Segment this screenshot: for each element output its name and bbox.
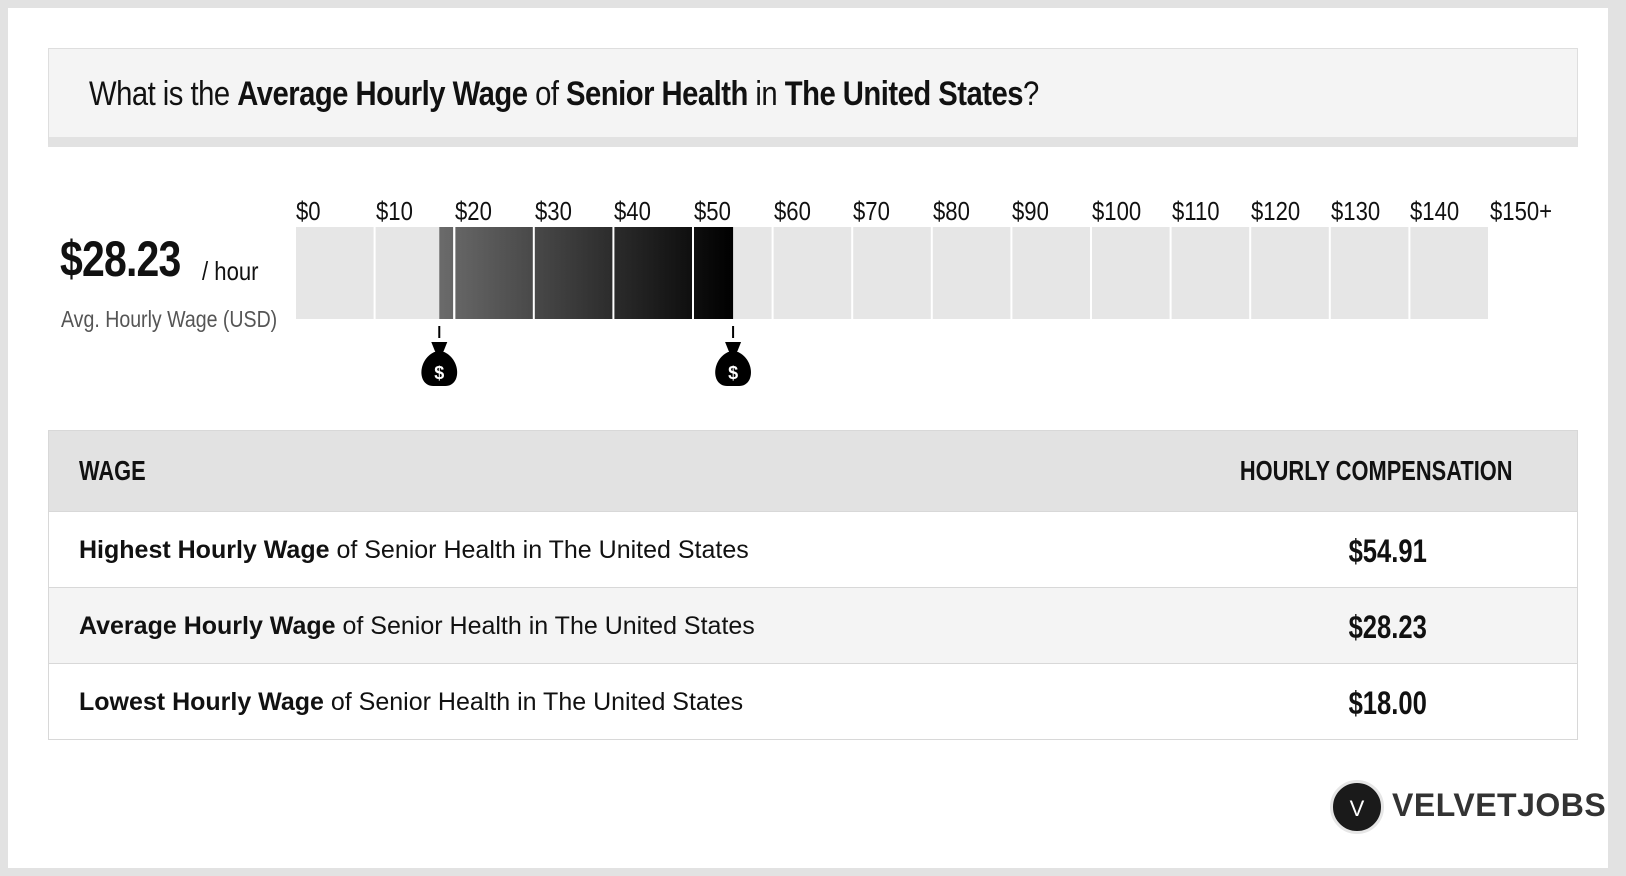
- tick-label: $150+: [1490, 196, 1553, 226]
- segment-divider: [532, 227, 535, 319]
- average-wage-value: $28.23: [60, 231, 181, 287]
- title-location: The United States: [784, 75, 1024, 113]
- track-segment: [1092, 227, 1170, 319]
- tick-label: $60: [773, 196, 811, 226]
- track-segment: [1330, 227, 1409, 319]
- headline-box: What is the Average Hourly Wage of Senio…: [48, 48, 1578, 147]
- row-label-rest: of Senior Health in The United States: [329, 536, 749, 564]
- wage-table: WAGE HOURLY COMPENSATION Highest Hourly …: [48, 430, 1578, 740]
- title-text: What is the: [89, 75, 238, 113]
- title-text: in: [747, 75, 785, 113]
- average-wage-unit: / hour: [202, 256, 259, 286]
- velvetjobs-logo: V VELVETJOBS: [1330, 780, 1606, 836]
- table-row: Average Hourly Wage of Senior Health in …: [49, 587, 1577, 663]
- svg-text:$: $: [728, 363, 738, 383]
- money-bag-icon: $: [715, 326, 751, 386]
- title-job: Senior Health: [566, 75, 748, 113]
- track-segment: [853, 227, 931, 319]
- tick-label: $130: [1330, 196, 1380, 226]
- tick-label: $110: [1171, 196, 1220, 226]
- logo-letter: V: [1349, 796, 1365, 821]
- table-row: Highest Hourly Wage of Senior Health in …: [49, 511, 1577, 587]
- table-row: Lowest Hourly Wage of Senior Health in T…: [49, 663, 1577, 739]
- tick-label: $140: [1410, 196, 1460, 226]
- row-label: Lowest Hourly Wage of Senior Health in T…: [79, 688, 743, 717]
- track-segment: [1251, 227, 1329, 319]
- tick-label: $0: [296, 196, 321, 226]
- table-header: WAGE HOURLY COMPENSATION: [49, 431, 1577, 511]
- track-segment: [1171, 227, 1250, 319]
- row-label: Highest Hourly Wage of Senior Health in …: [79, 536, 749, 565]
- tick-label: $40: [614, 196, 652, 226]
- header-hourly-compensation: HOURLY COMPENSATION: [1240, 455, 1513, 486]
- tick-label: $80: [932, 196, 970, 226]
- svg-text:$: $: [434, 363, 444, 383]
- money-bag-icon: $: [421, 326, 458, 386]
- title-text: ?: [1022, 75, 1039, 113]
- logo-badge-icon: V: [1330, 780, 1384, 834]
- title-metric: Average Hourly Wage: [237, 75, 528, 113]
- track-segment: [1410, 227, 1488, 319]
- tick-label: $50: [694, 196, 731, 226]
- header-wage: WAGE: [79, 455, 146, 486]
- row-value: $54.91: [1348, 533, 1427, 569]
- title-text: of: [527, 75, 567, 113]
- segment-divider: [612, 227, 615, 319]
- tick-label: $120: [1251, 196, 1301, 226]
- row-label: Average Hourly Wage of Senior Health in …: [79, 612, 755, 641]
- row-value: $18.00: [1348, 685, 1427, 721]
- page-title: What is the Average Hourly Wage of Senio…: [89, 75, 1039, 114]
- wage-card: What is the Average Hourly Wage of Senio…: [8, 8, 1608, 868]
- tick-label: $10: [375, 196, 413, 226]
- row-label-bold: Lowest Hourly Wage: [79, 688, 324, 716]
- tick-label: $30: [534, 196, 572, 226]
- wage-range-bar: [439, 227, 734, 319]
- tick-label: $100: [1092, 196, 1142, 226]
- wage-range-chart: $ $: [296, 227, 1488, 386]
- row-label-rest: of Senior Health in The United States: [323, 688, 744, 716]
- average-wage-caption: Avg. Hourly Wage (USD): [61, 306, 278, 332]
- tick-label: $20: [455, 196, 493, 226]
- track-segment: [932, 227, 1011, 319]
- segment-divider: [453, 227, 456, 319]
- row-label-rest: of Senior Health in The United States: [335, 612, 755, 640]
- tick-label: $90: [1012, 196, 1050, 226]
- segment-divider: [692, 227, 694, 319]
- row-value: $28.23: [1348, 609, 1427, 645]
- track-segment: [773, 227, 852, 319]
- track-segment: [296, 227, 374, 319]
- logo-wordmark: VELVETJOBS: [1392, 787, 1607, 823]
- track-segment: [1012, 227, 1090, 319]
- row-label-bold: Average Hourly Wage: [79, 612, 336, 640]
- row-label-bold: Highest Hourly Wage: [79, 536, 330, 564]
- tick-label: $70: [853, 196, 891, 226]
